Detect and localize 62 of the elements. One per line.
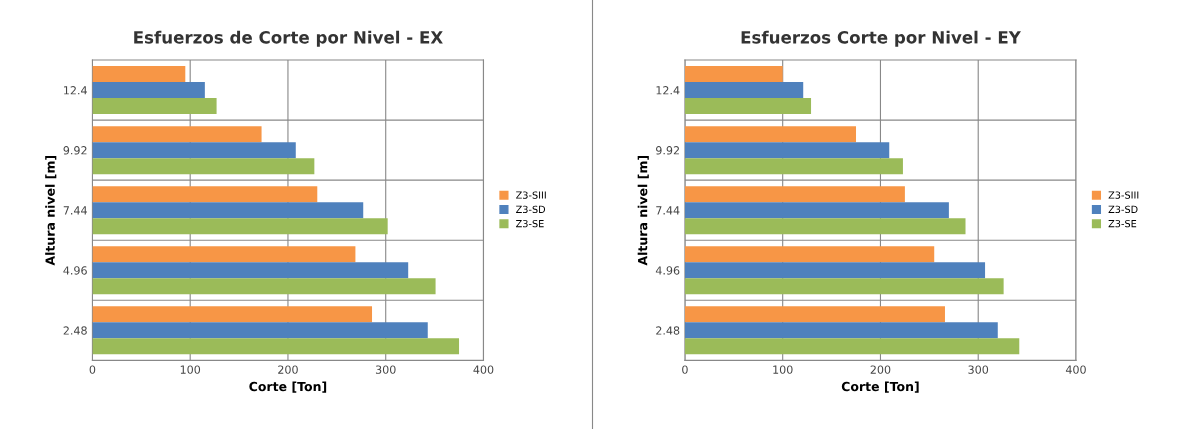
bar	[684, 306, 945, 323]
x-tick-label: 200	[870, 365, 891, 374]
bar	[684, 142, 890, 159]
bar	[684, 322, 998, 339]
y-tick-label: 12.4	[656, 86, 680, 95]
x-tick-label: 100	[773, 365, 793, 374]
x-tick-label: 0	[89, 365, 96, 374]
x-tick-label: 400	[1065, 365, 1086, 374]
y-tick-label: 4.96	[655, 266, 680, 275]
legend-label: Z3-SD	[1108, 205, 1138, 214]
bar	[684, 338, 1020, 355]
legend-label: Z3-SIII	[516, 191, 546, 199]
bar	[684, 66, 783, 83]
bar	[684, 262, 986, 279]
x-tick-label: 300	[968, 365, 989, 374]
bar	[92, 246, 356, 263]
y-tick-label: 7.44	[63, 206, 87, 215]
bar	[92, 278, 436, 295]
bar	[92, 98, 217, 115]
bar	[92, 66, 186, 83]
x-tick-label: 0	[682, 365, 688, 374]
legend-label: Z3-SIII	[1108, 191, 1139, 199]
bar	[684, 186, 905, 203]
bar	[684, 158, 903, 175]
bar	[684, 218, 966, 235]
bar	[92, 338, 460, 355]
bar	[92, 262, 409, 279]
bar	[684, 82, 804, 99]
bar	[684, 278, 1004, 295]
bar	[92, 306, 373, 323]
bar	[92, 202, 364, 219]
y-tick-label: 9.92	[63, 146, 87, 155]
x-axis-title: Corte [Ton]	[249, 381, 327, 393]
bar	[92, 142, 296, 159]
y-tick-label: 2.48	[63, 326, 87, 335]
y-tick-label: 12.4	[64, 86, 87, 95]
chart-title: Esfuerzos de Corte por Nivel - EX	[134, 30, 443, 47]
bar	[92, 158, 315, 175]
bar	[92, 82, 205, 99]
chart-title: Esfuerzos Corte por Nivel - EY	[741, 30, 1021, 47]
bar	[684, 246, 935, 263]
bar	[684, 126, 857, 143]
legend-label: Z3-SE	[516, 219, 544, 228]
bar	[92, 186, 318, 203]
x-axis-title: Corte [Ton]	[841, 381, 919, 393]
bar	[92, 126, 262, 143]
x-tick-label: 200	[278, 365, 298, 374]
x-tick-label: 400	[473, 365, 494, 374]
y-tick-label: 9.92	[656, 146, 679, 155]
x-tick-label: 300	[375, 365, 396, 374]
bar	[684, 98, 812, 115]
y-axis-title: Altura nivel [m]	[45, 155, 57, 266]
y-tick-label: 4.96	[63, 266, 87, 275]
bar	[684, 202, 949, 219]
y-axis-title: Altura nivel [m]	[637, 155, 649, 266]
y-tick-label: 7.44	[656, 206, 680, 215]
legend-label: Z3-SD	[516, 205, 546, 214]
y-tick-label: 2.48	[656, 326, 680, 335]
bar	[92, 218, 388, 235]
bar	[92, 322, 428, 339]
legend-label: Z3-SE	[1108, 219, 1137, 228]
x-tick-label: 100	[180, 365, 201, 374]
